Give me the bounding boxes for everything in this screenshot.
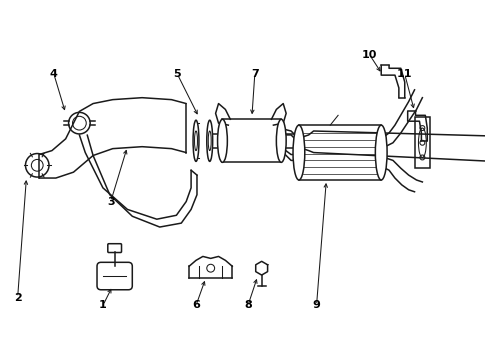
Text: 2: 2 <box>14 293 22 303</box>
Ellipse shape <box>276 119 286 162</box>
Text: 8: 8 <box>244 301 252 310</box>
Text: 10: 10 <box>362 50 377 59</box>
Ellipse shape <box>193 120 199 161</box>
Bar <box>415 117 430 168</box>
Text: 3: 3 <box>107 197 115 207</box>
Text: 6: 6 <box>192 301 200 310</box>
Text: 11: 11 <box>397 69 413 79</box>
Text: 1: 1 <box>99 301 107 310</box>
Text: 5: 5 <box>173 69 181 79</box>
Ellipse shape <box>207 120 213 161</box>
Text: 4: 4 <box>50 69 58 79</box>
Bar <box>299 125 381 180</box>
Ellipse shape <box>375 125 387 180</box>
Ellipse shape <box>218 119 227 162</box>
Text: 9: 9 <box>313 301 320 310</box>
Bar <box>222 119 281 162</box>
Text: 7: 7 <box>251 69 259 79</box>
Ellipse shape <box>293 125 305 180</box>
